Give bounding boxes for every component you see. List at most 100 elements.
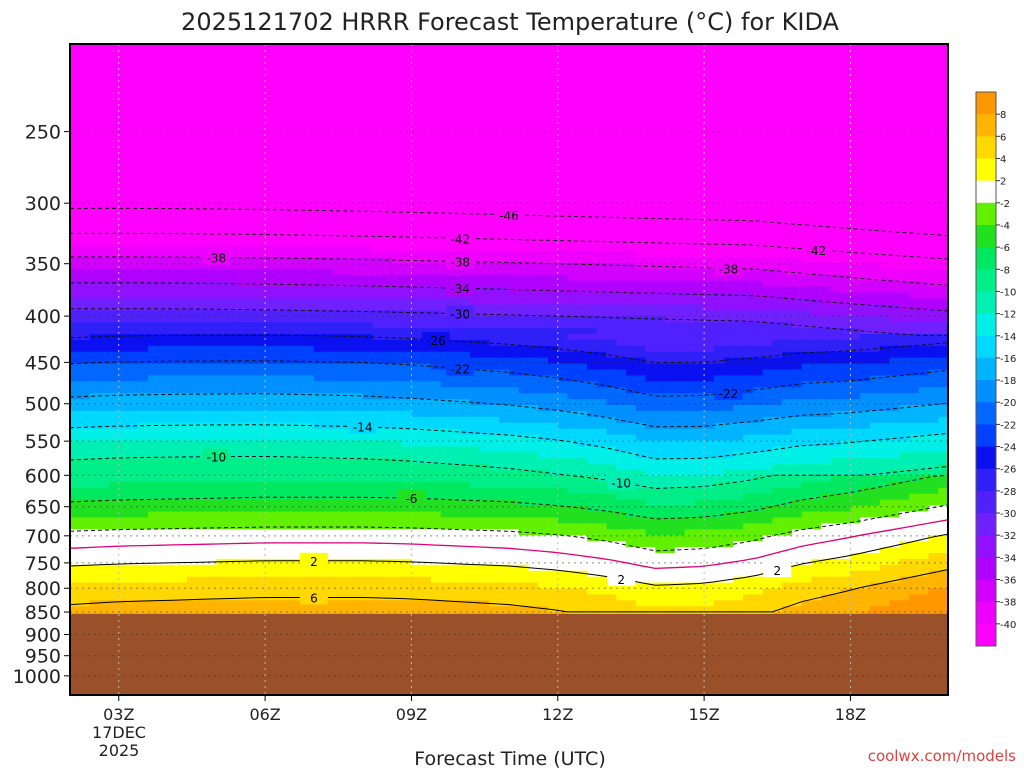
field-cell	[401, 103, 413, 110]
field-cell	[469, 606, 481, 613]
field-cell	[274, 162, 286, 169]
field-cell	[304, 174, 315, 181]
field-cell	[245, 268, 256, 276]
field-cell	[421, 292, 432, 300]
field-cell	[489, 156, 500, 163]
field-cell	[138, 357, 149, 365]
field-cell	[109, 85, 120, 92]
field-cell	[489, 517, 500, 524]
field-cell	[284, 558, 295, 566]
field-cell	[79, 387, 91, 394]
field-cell	[177, 481, 188, 489]
field-cell	[245, 221, 256, 229]
field-cell	[430, 564, 442, 572]
field-cell	[226, 582, 237, 590]
field-cell	[372, 298, 383, 305]
field-cell	[313, 470, 325, 477]
field-cell	[460, 103, 471, 110]
field-cell	[313, 446, 325, 453]
field-cell	[148, 600, 159, 607]
field-cell	[235, 529, 247, 536]
field-cell	[411, 67, 422, 75]
field-cell	[411, 251, 422, 258]
field-cell	[226, 535, 237, 542]
field-cell	[440, 547, 452, 554]
field-cell	[167, 410, 178, 418]
field-cell	[167, 369, 178, 377]
field-cell	[226, 286, 237, 294]
field-cell	[401, 144, 413, 152]
field-cell	[401, 422, 413, 430]
field-cell	[128, 61, 139, 69]
field-cell	[391, 268, 403, 276]
field-cell	[274, 422, 286, 430]
field-cell	[304, 428, 315, 436]
field-cell	[284, 191, 295, 199]
field-cell	[138, 209, 149, 217]
field-cell	[489, 399, 500, 406]
field-cell	[391, 339, 403, 347]
field-cell	[509, 245, 520, 252]
field-cell	[265, 251, 276, 258]
field-cell	[391, 517, 403, 524]
field-cell	[70, 126, 81, 134]
field-cell	[196, 339, 208, 347]
field-cell	[391, 405, 403, 412]
field-cell	[313, 369, 325, 377]
field-cell	[411, 268, 422, 276]
field-cell	[138, 369, 149, 377]
field-cell	[469, 558, 481, 566]
field-cell	[430, 328, 442, 335]
field-cell	[382, 97, 393, 104]
field-cell	[450, 606, 461, 613]
field-cell	[70, 203, 81, 211]
field-cell	[157, 115, 169, 122]
field-cell	[391, 387, 403, 394]
field-cell	[372, 61, 383, 69]
field-cell	[323, 600, 334, 607]
field-cell	[196, 446, 208, 453]
field-cell	[479, 85, 491, 92]
field-cell	[343, 369, 354, 377]
field-cell	[109, 174, 120, 181]
field-cell	[382, 239, 393, 246]
field-cell	[323, 109, 334, 116]
field-cell	[509, 73, 520, 81]
field-cell	[372, 257, 383, 264]
field-cell	[245, 103, 256, 110]
field-cell	[421, 357, 432, 365]
field-cell	[362, 239, 374, 246]
field-cell	[118, 446, 130, 453]
field-cell	[430, 221, 442, 229]
field-cell	[401, 452, 413, 459]
field-cell	[343, 162, 354, 169]
field-cell	[313, 227, 325, 234]
field-cell	[323, 162, 334, 169]
field-cell	[469, 499, 481, 507]
field-cell	[245, 552, 256, 560]
field-cell	[196, 434, 208, 442]
field-cell	[460, 156, 471, 163]
field-cell	[489, 582, 500, 590]
field-cell	[391, 174, 403, 181]
field-cell	[274, 316, 286, 323]
field-cell	[148, 369, 159, 377]
field-cell	[138, 410, 149, 418]
field-cell	[323, 333, 334, 341]
field-cell	[157, 375, 169, 382]
field-cell	[187, 162, 198, 169]
field-cell	[304, 197, 315, 205]
field-cell	[265, 381, 276, 388]
field-cell	[469, 600, 481, 607]
field-cell	[323, 126, 334, 134]
field-cell	[304, 132, 315, 140]
field-cell	[450, 328, 461, 335]
field-cell	[421, 132, 432, 140]
field-cell	[118, 570, 130, 578]
field-cell	[430, 61, 442, 69]
field-cell	[99, 523, 110, 530]
field-cell	[469, 310, 481, 317]
field-cell	[382, 499, 393, 507]
field-cell	[499, 298, 510, 305]
field-cell	[138, 552, 149, 560]
